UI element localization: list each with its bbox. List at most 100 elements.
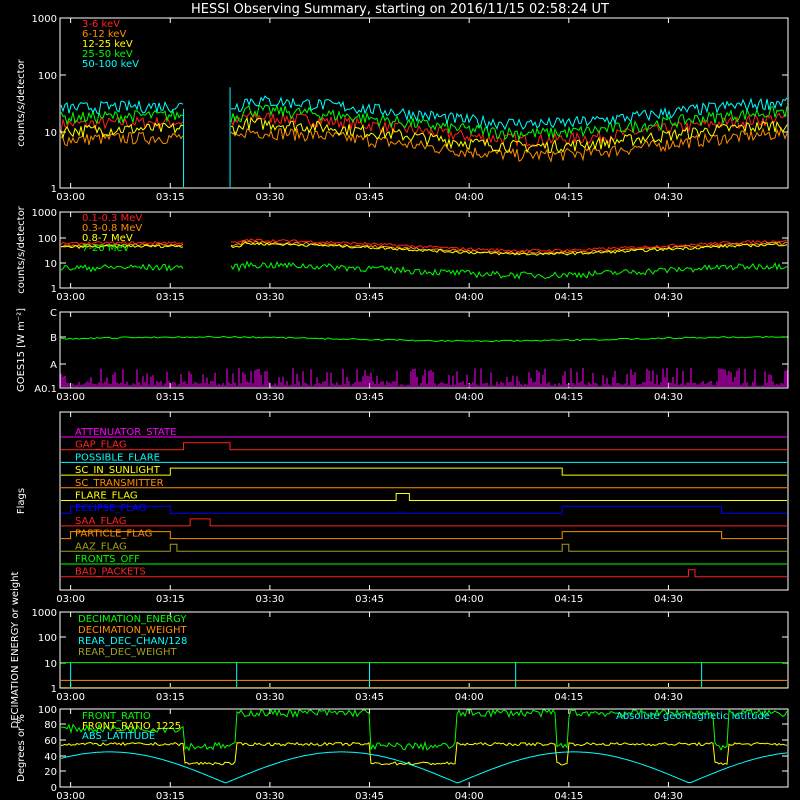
y-tick-label-5-0: 0: [51, 783, 57, 794]
flag-label-8: PARTICLE_FLAG: [75, 529, 152, 540]
panel-frame-5: [59, 708, 789, 788]
flag-label-2: POSSIBLE_FLARE: [75, 452, 160, 463]
series-line-1-0: [60, 238, 788, 253]
x-tick-label-2-4: 04:00: [455, 392, 484, 403]
y-tick-label-4-3: 1000: [32, 608, 57, 619]
legend-entry-0-1: 6-12 keV: [82, 29, 126, 40]
x-tick-label-0-0: 03:00: [56, 192, 85, 203]
y-tick-label-5-4: 80: [44, 720, 57, 731]
y-tick-label-1-1: 10: [44, 259, 57, 270]
legend-entry-4-0: DECIMATION_ENERGY: [78, 614, 187, 625]
legend-entry-5-1: FRONT_RATIO_1225: [82, 721, 181, 732]
panel-frame-0: [59, 17, 789, 189]
x-tick-label-4-5: 04:15: [554, 692, 583, 703]
x-tick-label-2-5: 04:15: [554, 392, 583, 403]
x-tick-label-4-2: 03:30: [255, 692, 284, 703]
legend-entry-0-4: 50-100 keV: [82, 59, 139, 70]
y-tick-label-5-5: 100: [38, 705, 57, 716]
series-line-0-4: [60, 95, 788, 131]
goes-short-line: [60, 368, 788, 387]
x-tick-label-3-3: 03:45: [355, 594, 384, 605]
x-tick-label-5-1: 03:15: [156, 791, 185, 800]
x-tick-label-2-1: 03:15: [156, 392, 185, 403]
x-tick-label-4-0: 03:00: [56, 692, 85, 703]
x-tick-label-0-2: 03:30: [255, 192, 284, 203]
x-tick-label-0-1: 03:15: [156, 192, 185, 203]
legend-entry-4-2: REAR_DEC_CHAN/128: [78, 636, 187, 647]
y-tick-label-0-3: 1000: [32, 14, 57, 25]
y-tick-label-4-1: 10: [44, 659, 57, 670]
x-tick-label-3-0: 03:00: [56, 594, 85, 605]
y-tick-label-1-2: 100: [38, 234, 57, 245]
legend-entry-4-3: REAR_DEC_WEIGHT: [78, 647, 177, 658]
series-line-1-2: [60, 241, 788, 256]
x-tick-label-0-3: 03:45: [355, 192, 384, 203]
x-tick-label-0-6: 04:30: [654, 192, 683, 203]
x-tick-label-5-4: 04:00: [455, 791, 484, 800]
y-tick-label-5-2: 40: [44, 752, 57, 763]
x-tick-label-1-5: 04:15: [554, 292, 583, 303]
latitude-annotation: Absolute geomagnetic latitude: [616, 711, 770, 722]
y-axis-label-1: counts/s/detector: [16, 205, 27, 293]
y-tick-label-4-0: 1: [51, 684, 57, 695]
x-tick-label-1-6: 04:30: [654, 292, 683, 303]
x-tick-label-1-0: 03:00: [56, 292, 85, 303]
flag-label-3: SC_IN_SUNLIGHT: [75, 465, 161, 476]
x-tick-label-4-6: 04:30: [654, 692, 683, 703]
y-tick-label-5-3: 60: [44, 736, 57, 747]
y-tick-label-2-1: A: [50, 360, 57, 371]
series-line-0-3: [60, 103, 788, 141]
flag-line-5: [61, 493, 787, 501]
flag-line-9: [61, 543, 787, 552]
legend-entry-0-2: 12-25 keV: [82, 39, 133, 50]
y-tick-label-2-0: A0.1: [34, 384, 57, 395]
flag-line-1: [61, 442, 787, 451]
flag-label-0: ATTENUATOR_STATE: [75, 427, 176, 438]
x-tick-label-5-2: 03:30: [255, 791, 284, 800]
flag-label-7: SAA_FLAG: [75, 516, 126, 527]
x-tick-label-2-0: 03:00: [56, 392, 85, 403]
series-line-5-2: [60, 751, 788, 784]
x-tick-label-0-5: 04:15: [554, 192, 583, 203]
panel-frame-2: [59, 311, 789, 389]
x-tick-label-1-1: 03:15: [156, 292, 185, 303]
flag-label-5: FLARE_FLAG: [75, 491, 138, 502]
panel-frame-4: [59, 611, 789, 689]
y-tick-label-2-3: C: [50, 308, 57, 319]
y-tick-label-0-1: 10: [44, 128, 57, 139]
x-tick-label-5-6: 04:30: [654, 791, 683, 800]
x-tick-label-1-4: 04:00: [455, 292, 484, 303]
x-tick-label-5-3: 03:45: [355, 791, 384, 800]
x-tick-label-2-2: 03:30: [255, 392, 284, 403]
x-tick-label-5-0: 03:00: [56, 791, 85, 800]
x-tick-label-4-3: 03:45: [355, 692, 384, 703]
x-tick-label-3-6: 04:30: [654, 594, 683, 605]
legend-entry-5-0: FRONT_RATIO: [82, 711, 151, 722]
legend-entry-0-3: 25-50 keV: [82, 49, 133, 60]
y-tick-label-1-0: 1: [51, 284, 57, 295]
panel-frame-3: [59, 411, 789, 591]
panels: 03:00 03:15 03:30 03:45 04:00 04:15 04:3011010…: [10, 14, 789, 800]
flag-label-11: BAD_PACKETS: [75, 567, 146, 578]
panel-frame-1: [59, 211, 789, 289]
flag-line-3: [61, 467, 787, 476]
figure-title: HESSI Observing Summary, starting on 201…: [191, 2, 609, 17]
series-line-0-2: [60, 116, 788, 154]
x-tick-label-0-4: 04:00: [455, 192, 484, 203]
series-line-0-1: [60, 126, 788, 163]
flag-label-9: AAZ_FLAG: [75, 541, 127, 552]
x-tick-label-3-1: 03:15: [156, 594, 185, 605]
series-line-5-0: [60, 708, 788, 752]
flag-line-7: [61, 518, 787, 527]
flag-line-8: [61, 531, 787, 540]
y-axis-label-4: DECIMATION ENERGY or weight: [10, 571, 21, 728]
legend-entry-1-3: 7-20 MeV: [82, 243, 130, 254]
flag-label-10: FRONTS_OFF: [75, 554, 140, 565]
y-tick-label-1-3: 1000: [32, 208, 57, 219]
legend-entry-4-1: DECIMATION_WEIGHT: [78, 625, 187, 636]
legend-entry-0-0: 3-6 keV: [82, 19, 120, 30]
series-line-5-1: [61, 741, 788, 766]
x-tick-label-5-5: 04:15: [554, 791, 583, 800]
y-axis-label-5: Degrees or %: [16, 714, 27, 782]
